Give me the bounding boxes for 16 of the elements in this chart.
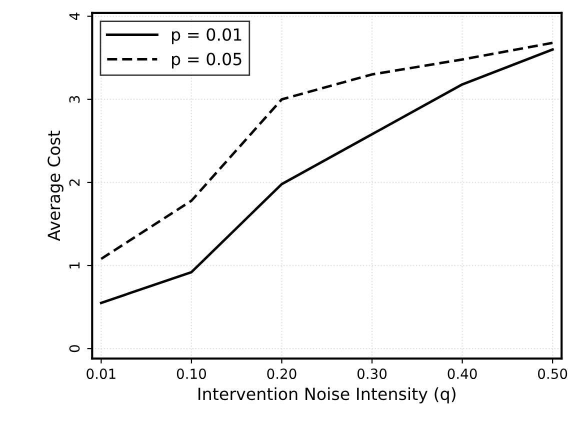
- y-tick-label: 2: [69, 179, 80, 186]
- x-axis-title: Intervention Noise Intensity (q): [198, 387, 456, 404]
- line-series: [100, 48, 554, 304]
- x-tick-label: 0.20: [267, 368, 296, 380]
- y-tick-label: 1: [69, 262, 80, 268]
- x-tick-label: 0.01: [86, 368, 116, 380]
- x-tick-label: 0.30: [357, 368, 387, 380]
- legend-label: p = 0.01: [172, 28, 242, 44]
- x-tick-label: 0.40: [448, 368, 477, 380]
- y-axis-title: Average Cost: [48, 130, 64, 242]
- y-tick-label: 0: [69, 345, 80, 352]
- x-tick-label: 0.10: [176, 368, 206, 380]
- y-tick-label: 4: [69, 12, 80, 20]
- y-tick-label: 3: [69, 96, 80, 103]
- x-tick-label: 0.50: [538, 368, 568, 380]
- legend-label: p = 0.05: [172, 52, 242, 69]
